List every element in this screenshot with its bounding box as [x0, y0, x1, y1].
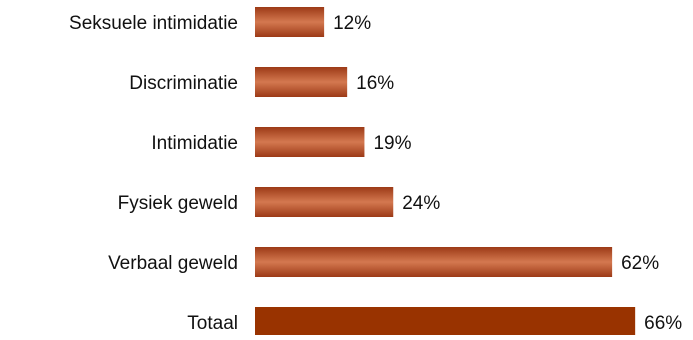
bar — [255, 67, 348, 97]
bars-layer: Seksuele intimidatie 12% Discriminatie 16% I… — [69, 7, 682, 337]
bar — [255, 127, 365, 157]
bar — [255, 247, 613, 277]
category-label: Totaal — [187, 313, 238, 334]
category-label: Discriminatie — [129, 73, 238, 94]
category-label: Fysiek geweld — [118, 193, 238, 214]
bar-total — [255, 307, 636, 337]
category-label: Verbaal geweld — [108, 253, 238, 274]
value-label: 66% — [644, 313, 682, 334]
category-label: Intimidatie — [151, 133, 238, 154]
category-label: Seksuele intimidatie — [69, 13, 238, 34]
bar — [255, 7, 325, 37]
value-label: 24% — [402, 193, 440, 214]
value-label: 19% — [373, 133, 411, 154]
value-label: 12% — [333, 13, 371, 34]
value-label: 62% — [621, 253, 659, 274]
bar — [255, 187, 394, 217]
value-label: 16% — [356, 73, 394, 94]
